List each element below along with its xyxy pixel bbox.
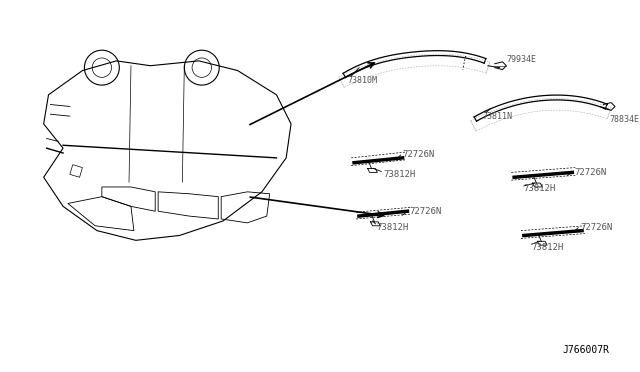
Text: J766007R: J766007R [563, 345, 610, 355]
Text: 73812H: 73812H [376, 223, 408, 232]
Text: 72726N: 72726N [410, 207, 442, 216]
Text: 72726N: 72726N [403, 150, 435, 160]
Text: 73811N: 73811N [482, 112, 512, 121]
Text: 73812H: 73812H [524, 185, 556, 193]
Text: 73810M: 73810M [348, 76, 378, 85]
Text: 79934E: 79934E [506, 55, 536, 64]
Text: 72726N: 72726N [574, 168, 607, 177]
Text: 73812H: 73812H [383, 170, 415, 179]
Text: 78834E: 78834E [609, 115, 639, 124]
Text: 73812H: 73812H [532, 243, 564, 251]
Text: 72726N: 72726N [580, 223, 612, 232]
